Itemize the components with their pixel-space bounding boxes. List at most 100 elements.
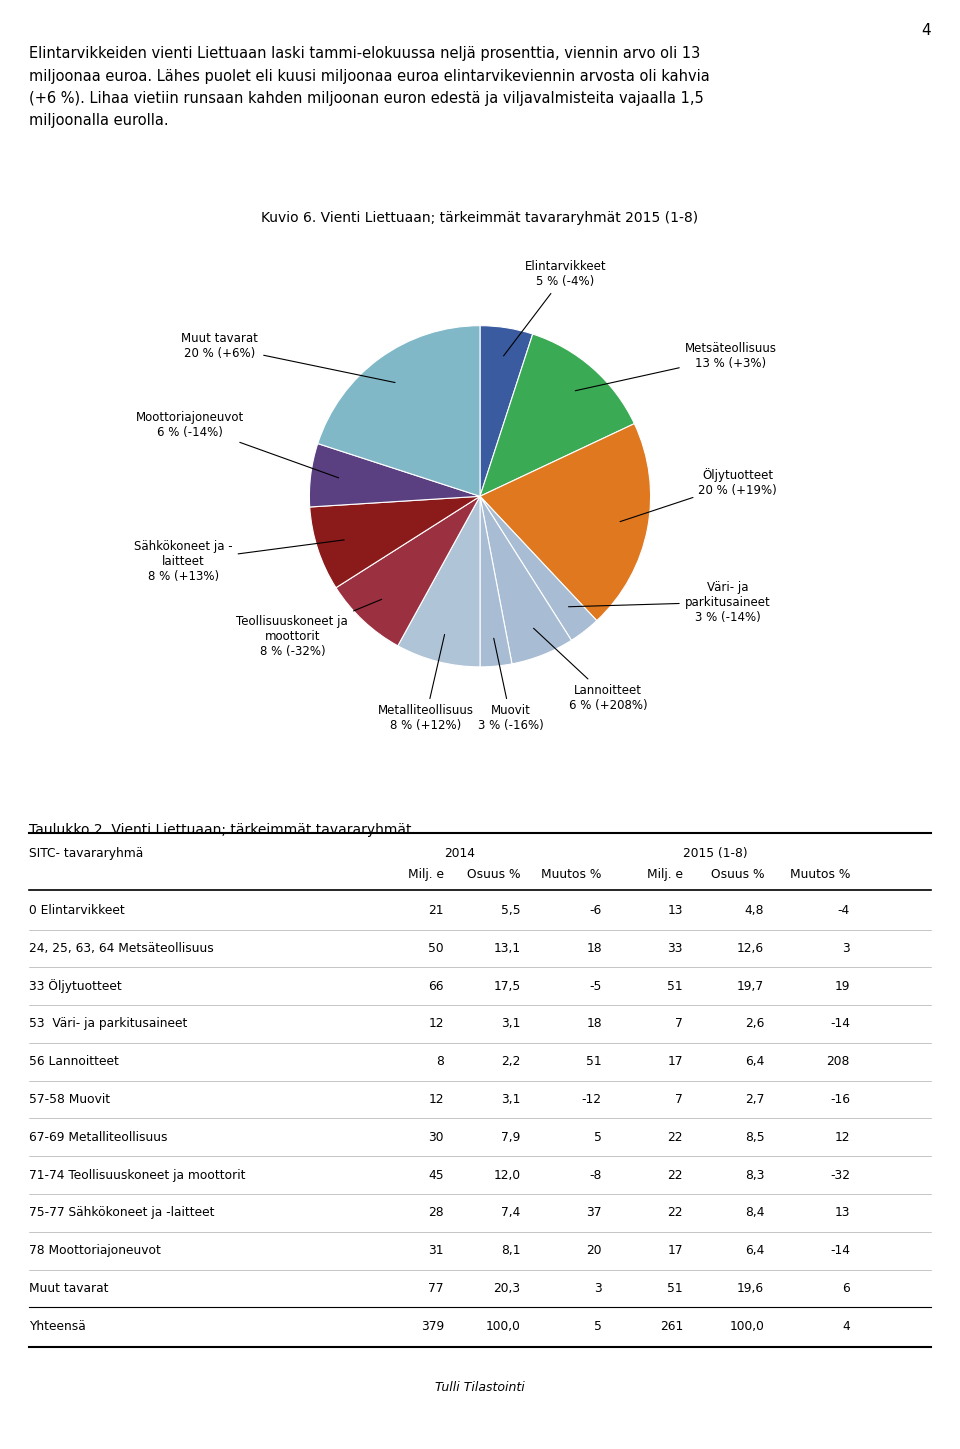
Text: Tulli Tilastointi: Tulli Tilastointi (435, 1381, 525, 1394)
Wedge shape (309, 443, 480, 507)
Wedge shape (480, 496, 512, 667)
Text: Elintarvikkeet
5 % (-4%): Elintarvikkeet 5 % (-4%) (504, 261, 606, 356)
Text: 12,0: 12,0 (493, 1168, 520, 1181)
Text: Kuvio 6. Vienti Liettuaan; tärkeimmät tavararyhmät 2015 (1-8): Kuvio 6. Vienti Liettuaan; tärkeimmät ta… (261, 210, 699, 225)
Wedge shape (480, 326, 533, 496)
Text: 28: 28 (428, 1207, 444, 1220)
Text: 2015 (1-8): 2015 (1-8) (683, 848, 748, 861)
Text: Sähkökoneet ja -
laitteet
8 % (+13%): Sähkökoneet ja - laitteet 8 % (+13%) (134, 539, 345, 582)
Text: -5: -5 (589, 980, 602, 993)
Text: 20: 20 (587, 1245, 602, 1258)
Text: 8,3: 8,3 (745, 1168, 764, 1181)
Text: -14: -14 (830, 1245, 850, 1258)
Text: 19,6: 19,6 (737, 1282, 764, 1295)
Text: 100,0: 100,0 (486, 1320, 520, 1333)
Text: -32: -32 (830, 1168, 850, 1181)
Wedge shape (480, 335, 635, 496)
Text: 7,9: 7,9 (501, 1130, 520, 1143)
Text: 7,4: 7,4 (501, 1207, 520, 1220)
Text: 53  Väri- ja parkitusaineet: 53 Väri- ja parkitusaineet (29, 1017, 187, 1030)
Text: 30: 30 (428, 1130, 444, 1143)
Text: Taulukko 2. Vienti Liettuaan; tärkeimmät tavararyhmät: Taulukko 2. Vienti Liettuaan; tärkeimmät… (29, 823, 411, 838)
Text: 13: 13 (834, 1207, 850, 1220)
Text: -12: -12 (582, 1093, 602, 1106)
Text: -4: -4 (838, 904, 850, 917)
Text: Teollisuuskoneet ja
moottorit
8 % (-32%): Teollisuuskoneet ja moottorit 8 % (-32%) (236, 600, 382, 658)
Text: 19: 19 (834, 980, 850, 993)
Text: 17: 17 (667, 1055, 683, 1068)
Text: 5: 5 (594, 1320, 602, 1333)
Text: 24, 25, 63, 64 Metsäteollisuus: 24, 25, 63, 64 Metsäteollisuus (29, 942, 213, 955)
Text: 18: 18 (587, 1017, 602, 1030)
Text: -14: -14 (830, 1017, 850, 1030)
Text: Muutos %: Muutos % (790, 868, 850, 881)
Text: 45: 45 (428, 1168, 444, 1181)
Text: 208: 208 (827, 1055, 850, 1068)
Text: 12,6: 12,6 (737, 942, 764, 955)
Wedge shape (480, 496, 571, 664)
Text: 6,4: 6,4 (745, 1245, 764, 1258)
Text: Osuus %: Osuus % (710, 868, 764, 881)
Wedge shape (397, 496, 480, 667)
Text: 21: 21 (428, 904, 444, 917)
Text: 3: 3 (594, 1282, 602, 1295)
Text: 2,6: 2,6 (745, 1017, 764, 1030)
Text: 75-77 Sähkökoneet ja -laitteet: 75-77 Sähkökoneet ja -laitteet (29, 1207, 214, 1220)
Text: 22: 22 (667, 1130, 683, 1143)
Text: 261: 261 (660, 1320, 683, 1333)
Text: 22: 22 (667, 1168, 683, 1181)
Text: 8,5: 8,5 (745, 1130, 764, 1143)
Text: Yhteensä: Yhteensä (29, 1320, 85, 1333)
Wedge shape (480, 423, 651, 620)
Text: 18: 18 (587, 942, 602, 955)
Text: 51: 51 (667, 1282, 683, 1295)
Text: Osuus %: Osuus % (468, 868, 520, 881)
Text: 33 Öljytuotteet: 33 Öljytuotteet (29, 980, 122, 993)
Text: 56 Lannoitteet: 56 Lannoitteet (29, 1055, 119, 1068)
Text: Muut tavarat
20 % (+6%): Muut tavarat 20 % (+6%) (181, 332, 396, 383)
Text: 2,2: 2,2 (501, 1055, 520, 1068)
Text: 20,3: 20,3 (493, 1282, 520, 1295)
Text: 100,0: 100,0 (730, 1320, 764, 1333)
Text: 379: 379 (420, 1320, 444, 1333)
Text: Milj. e: Milj. e (408, 868, 444, 881)
Text: 51: 51 (667, 980, 683, 993)
Text: 31: 31 (428, 1245, 444, 1258)
Text: 6,4: 6,4 (745, 1055, 764, 1068)
Text: 4,8: 4,8 (745, 904, 764, 917)
Text: 17,5: 17,5 (493, 980, 520, 993)
Text: 2,7: 2,7 (745, 1093, 764, 1106)
Text: 12: 12 (834, 1130, 850, 1143)
Text: Metalliteollisuus
8 % (+12%): Metalliteollisuus 8 % (+12%) (377, 635, 473, 732)
Text: 7: 7 (675, 1017, 683, 1030)
Text: 71-74 Teollisuuskoneet ja moottorit: 71-74 Teollisuuskoneet ja moottorit (29, 1168, 246, 1181)
Text: Elintarvikkeiden vienti Liettuaan laski tammi-elokuussa neljä prosenttia, vienni: Elintarvikkeiden vienti Liettuaan laski … (29, 46, 709, 128)
Text: 50: 50 (428, 942, 444, 955)
Text: 19,7: 19,7 (737, 980, 764, 993)
Text: Milj. e: Milj. e (647, 868, 683, 881)
Text: 2014: 2014 (444, 848, 475, 861)
Text: 37: 37 (587, 1207, 602, 1220)
Text: Muutos %: Muutos % (541, 868, 602, 881)
Text: 17: 17 (667, 1245, 683, 1258)
Text: 78 Moottoriajoneuvot: 78 Moottoriajoneuvot (29, 1245, 160, 1258)
Text: 3,1: 3,1 (501, 1017, 520, 1030)
Text: 7: 7 (675, 1093, 683, 1106)
Wedge shape (480, 496, 597, 640)
Text: 12: 12 (428, 1093, 444, 1106)
Text: -8: -8 (589, 1168, 602, 1181)
Text: 6: 6 (842, 1282, 850, 1295)
Text: 4: 4 (842, 1320, 850, 1333)
Text: 8,1: 8,1 (501, 1245, 520, 1258)
Text: 33: 33 (667, 942, 683, 955)
Wedge shape (310, 496, 480, 588)
Text: 22: 22 (667, 1207, 683, 1220)
Text: 67-69 Metalliteollisuus: 67-69 Metalliteollisuus (29, 1130, 167, 1143)
Text: 57-58 Muovit: 57-58 Muovit (29, 1093, 110, 1106)
Text: 13,1: 13,1 (493, 942, 520, 955)
Text: 13: 13 (667, 904, 683, 917)
Text: 3,1: 3,1 (501, 1093, 520, 1106)
Text: 4: 4 (922, 23, 931, 38)
Text: 12: 12 (428, 1017, 444, 1030)
Text: Muovit
3 % (-16%): Muovit 3 % (-16%) (478, 638, 543, 732)
